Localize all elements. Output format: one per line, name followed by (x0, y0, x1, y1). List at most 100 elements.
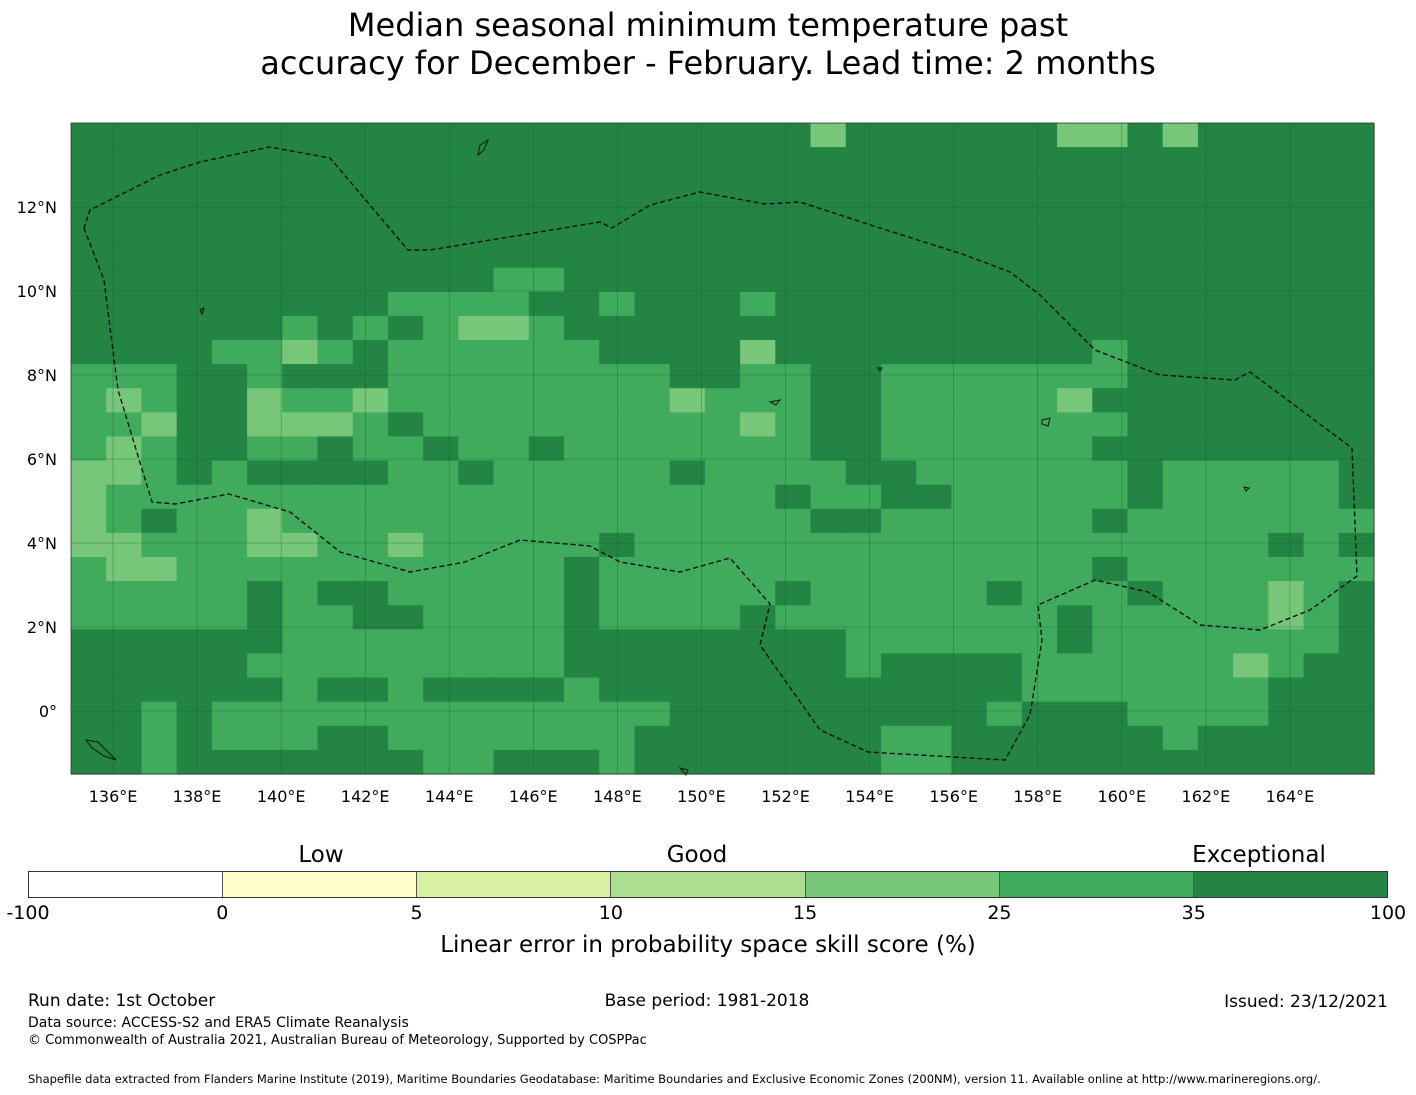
grid-cell (106, 315, 143, 341)
grid-cell (634, 388, 671, 413)
grid-cell (1092, 677, 1129, 703)
grid-cell (845, 267, 882, 293)
grid-cell (810, 340, 847, 365)
grid-cell (247, 315, 283, 341)
grid-cell (845, 581, 882, 606)
grid-cell (211, 436, 248, 462)
grid-cell (669, 725, 706, 751)
grid-cell (810, 725, 847, 751)
grid-cell (1021, 364, 1058, 389)
grid-cell (141, 147, 178, 172)
grid-cell (951, 388, 988, 413)
grid-cell (387, 340, 424, 365)
grid-cell (1057, 267, 1093, 293)
y-tick-label: 10°N (17, 282, 57, 301)
grid-cell (564, 653, 600, 679)
grid-cell (458, 291, 495, 317)
grid-cell (71, 267, 107, 293)
base-period: Base period: 1981-2018 (604, 991, 810, 1011)
grid-cell (1127, 701, 1164, 727)
grid-cell (458, 725, 495, 751)
grid-cell (317, 123, 354, 148)
grid-cell (1338, 412, 1375, 438)
grid-cell (141, 291, 178, 317)
grid-cell (387, 267, 424, 293)
grid-cell (634, 629, 671, 655)
grid-cell (282, 725, 319, 751)
grid-cell (176, 725, 213, 751)
grid-cell (564, 219, 600, 245)
grid-cell (211, 219, 248, 245)
grid-cell (176, 315, 213, 341)
grid-cell (775, 267, 812, 293)
grid-cell (493, 581, 530, 606)
grid-cell (176, 508, 213, 534)
colorbar-tick-label: -100 (6, 902, 50, 924)
grid-cell (317, 653, 354, 679)
grid-cell (458, 677, 495, 703)
grid-cell (1021, 701, 1058, 727)
grid-cell (986, 581, 1023, 606)
grid-cell (352, 315, 389, 341)
grid-cell (775, 629, 812, 655)
grid-cell (916, 629, 953, 655)
grid-cell (247, 581, 283, 606)
grid-cell (704, 388, 741, 413)
grid-cell (71, 460, 107, 486)
grid-cell (1338, 388, 1375, 413)
grid-cell (1197, 701, 1234, 727)
grid-cell (1303, 629, 1340, 655)
grid-cell (845, 340, 882, 365)
grid-cell (493, 123, 530, 148)
grid-cell (423, 749, 459, 775)
grid-cell (1092, 460, 1129, 486)
x-tick-label: 146°E (509, 787, 558, 806)
grid-cell (211, 581, 248, 606)
grid-cell (106, 701, 143, 727)
grid-cell (704, 749, 741, 775)
grid-cell (880, 340, 917, 365)
grid-cell (845, 388, 882, 413)
grid-cell (1021, 267, 1058, 293)
grid-cell (564, 243, 600, 269)
grid-cell (1092, 195, 1129, 221)
grid-cell (1303, 605, 1340, 630)
grid-cell (1233, 364, 1269, 389)
grid-cell (1303, 557, 1340, 582)
grid-cell (282, 484, 319, 510)
grid-cell (106, 605, 143, 630)
grid-cell (211, 123, 248, 148)
grid-cell (1092, 605, 1129, 630)
grid-cell (704, 557, 741, 582)
grid-cell (493, 219, 530, 245)
grid-cell (1233, 147, 1269, 172)
grid-cell (71, 171, 107, 196)
grid-cell (916, 605, 953, 630)
grid-cell (423, 171, 459, 196)
grid-cell (493, 508, 530, 534)
grid-cell (634, 171, 671, 196)
grid-cell (634, 677, 671, 703)
grid-cell (176, 340, 213, 365)
grid-cell (1233, 653, 1269, 679)
grid-cell (1197, 340, 1234, 365)
grid-cell (810, 629, 847, 655)
category-good-label: Good (666, 842, 728, 868)
grid-cell (1338, 364, 1375, 389)
grid-cell (352, 171, 389, 196)
grid-cell (387, 557, 424, 582)
grid-cell (1127, 460, 1164, 486)
grid-cell (1233, 701, 1269, 727)
grid-cell (986, 412, 1023, 438)
grid-cell (387, 388, 424, 413)
grid-cell (810, 484, 847, 510)
grid-cell (528, 701, 565, 727)
grid-cell (740, 388, 776, 413)
grid-cell (1338, 749, 1375, 775)
grid-cell (1092, 484, 1129, 510)
grid-cell (1268, 195, 1305, 221)
grid-cell (528, 388, 565, 413)
grid-cell (1233, 436, 1269, 462)
grid-cell (1162, 508, 1199, 534)
grid-cell (1197, 171, 1234, 196)
